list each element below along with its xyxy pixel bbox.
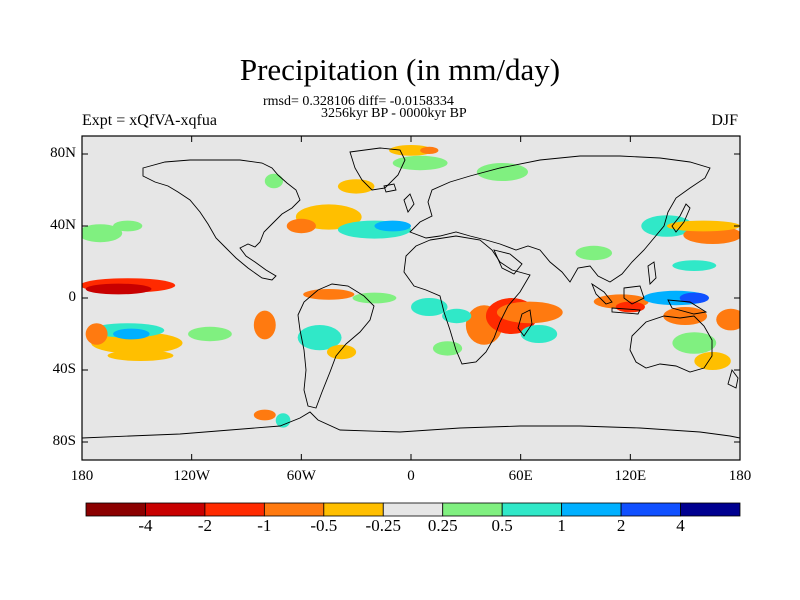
colorbar: [85, 502, 741, 517]
coastline-sumatra: [591, 282, 613, 305]
anomaly-patch-7: [188, 326, 232, 342]
anomaly-patch-39: [694, 352, 731, 370]
anomaly-patch-36: [663, 307, 708, 325]
anomaly-patch-2: [91, 332, 183, 354]
coastline-borneo: [623, 285, 645, 305]
lat-label-40S: 40S: [52, 361, 76, 377]
colorbar-label-2: -1: [257, 516, 272, 535]
lat-label-0: 0: [68, 289, 77, 305]
coastline-eurasia: [409, 155, 711, 283]
anomaly-layer: [82, 145, 740, 428]
colorbar-swatch-2: [204, 502, 265, 517]
anomaly-patch-19: [392, 155, 448, 171]
anomaly-patch-5: [85, 323, 108, 345]
coastline-arabia: [493, 249, 523, 275]
season-label: DJF: [711, 112, 738, 129]
rmsd-diff-stats: rmsd= 0.328106 diff= -0.0158334: [263, 94, 454, 109]
colorbar-label-9: 4: [676, 516, 685, 535]
anomaly-patch-42: [666, 220, 740, 232]
anomaly-patch-22: [113, 220, 143, 232]
anomaly-patch-10: [326, 344, 357, 360]
anomaly-patch-11: [303, 289, 355, 300]
colorbar-swatch-1: [145, 502, 206, 517]
colorbar-swatch-4: [323, 502, 384, 517]
colorbar-swatch-7: [501, 502, 563, 517]
anomaly-patch-29: [442, 308, 472, 324]
coastline-philippines: [647, 261, 657, 285]
anomaly-patch-1: [85, 283, 152, 295]
lat-label-80N: 80N: [50, 145, 76, 161]
colorbar-swatch-0: [85, 502, 146, 517]
colorbar-label-8: 2: [616, 516, 626, 535]
colorbar-swatch-8: [561, 502, 622, 517]
anomaly-patch-14: [286, 218, 316, 234]
coastline-java: [611, 307, 641, 315]
lon-label-3: 0: [407, 468, 415, 484]
chart-title: Precipitation (in mm/day): [239, 52, 561, 87]
time-period-label: 3256kyr BP - 0000kyr BP: [321, 106, 467, 121]
axis-ticks: [81, 136, 741, 460]
coastline-antarctica: [82, 411, 740, 439]
anomaly-patch-23: [476, 163, 528, 181]
anomaly-patch-4: [113, 328, 150, 340]
anomaly-patch-27: [496, 301, 563, 324]
lat-label-40N: 40N: [50, 217, 76, 233]
anomaly-patch-12: [352, 292, 397, 304]
anomaly-patch-31: [411, 298, 448, 316]
coastlines: [82, 147, 740, 439]
coastline-japan: [671, 203, 691, 233]
coastline-north-america: [142, 159, 301, 281]
coastline-australia: [629, 315, 713, 373]
coastline-new-guinea: [667, 299, 708, 315]
anomaly-patch-6: [107, 350, 174, 361]
colorbar-label-6: 0.5: [491, 516, 513, 535]
lon-label-5: 120E: [614, 468, 647, 484]
colorbar-swatch-3: [263, 502, 325, 517]
colorbar-label-5: 0.25: [427, 516, 458, 535]
colorbar-label-0: -4: [138, 516, 153, 535]
anomaly-patch-9: [297, 325, 342, 351]
anomaly-patch-45: [275, 413, 291, 428]
anomaly-patch-8: [253, 310, 276, 340]
anomaly-patch-28: [520, 325, 558, 343]
anomaly-patch-35: [679, 292, 709, 304]
coastline-british-isles: [403, 193, 415, 213]
anomaly-patch-20: [420, 146, 439, 154]
colorbar-label-1: -2: [197, 516, 212, 535]
coastline-greenland: [349, 147, 406, 191]
anomaly-patch-46: [575, 245, 613, 261]
lon-label-4: 60E: [508, 468, 533, 484]
anomaly-patch-16: [374, 220, 411, 232]
colorbar-swatch-10: [680, 502, 741, 517]
anomaly-patch-38: [672, 332, 717, 354]
anomaly-patch-21: [82, 224, 123, 243]
coastline-iceland: [383, 183, 397, 193]
lon-label-2: 60W: [286, 468, 316, 484]
colorbar-label-7: 1: [557, 516, 566, 535]
anomaly-patch-43: [672, 260, 717, 271]
colorbar-swatch-6: [442, 502, 503, 517]
anomaly-patch-37: [716, 308, 740, 331]
anomaly-patch-44: [253, 409, 276, 421]
coastline-south-america: [297, 283, 375, 409]
colorbar-swatch-5: [382, 502, 444, 517]
coastline-madagascar: [517, 309, 533, 337]
lon-label-0: 180: [70, 468, 94, 484]
anomaly-patch-18: [389, 145, 433, 156]
anomaly-patch-24: [264, 173, 284, 189]
colorbar-label-4: -0.25: [365, 516, 401, 535]
lat-label-80S: 80S: [52, 433, 76, 449]
colorbar-label-3: -0.5: [310, 516, 338, 535]
lon-label-1: 120W: [173, 468, 210, 484]
experiment-label: Expt = xQfVA-xqfua: [82, 112, 217, 129]
coastline-new-zealand: [727, 369, 739, 389]
colorbar-swatch-9: [620, 502, 681, 517]
lon-label-6: 180: [728, 468, 752, 484]
